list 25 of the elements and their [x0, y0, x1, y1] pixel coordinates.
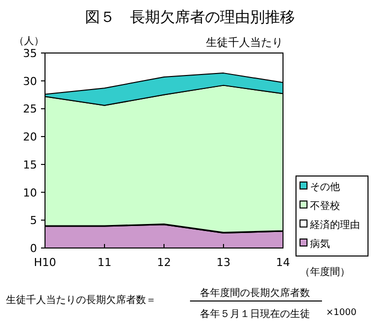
x-tick-label: 14 [276, 256, 290, 269]
text: ×1000 [326, 308, 357, 318]
y-tick-label: 5 [30, 214, 37, 228]
x-tick-label: 13 [216, 256, 230, 269]
x-tick-label: H10 [34, 256, 56, 269]
x-tick-label: 12 [157, 256, 171, 269]
text: 各年５月１日現在の生徒 [200, 308, 310, 320]
x-axis-title: （年度間） [300, 266, 350, 278]
text: 各年度間の長期欠席者数 [200, 287, 310, 299]
y-tick-label: 25 [23, 102, 37, 116]
y-tick-label: 35 [23, 47, 37, 60]
y-tick-label: 10 [23, 186, 37, 200]
chart-subtitle: 生徒千人当たり [206, 36, 283, 49]
x-tick-label: 11 [98, 256, 112, 269]
y-tick-label: 20 [23, 130, 37, 144]
legend-label: 不登校 [310, 200, 340, 212]
legend-label: 経済的理由 [309, 219, 360, 231]
y-axis-title: （人） [14, 36, 44, 47]
legend-label: その他 [310, 181, 340, 193]
text: 生徒千人当たりの長期欠席者数＝ [6, 294, 156, 306]
y-tick-label: 15 [23, 158, 37, 172]
chart-title: 図５ 長期欠席者の理由別推移 [85, 8, 295, 26]
legend-label: 病気 [310, 238, 330, 250]
y-tick-label: 30 [23, 74, 37, 88]
y-tick-label: 0 [30, 242, 37, 255]
